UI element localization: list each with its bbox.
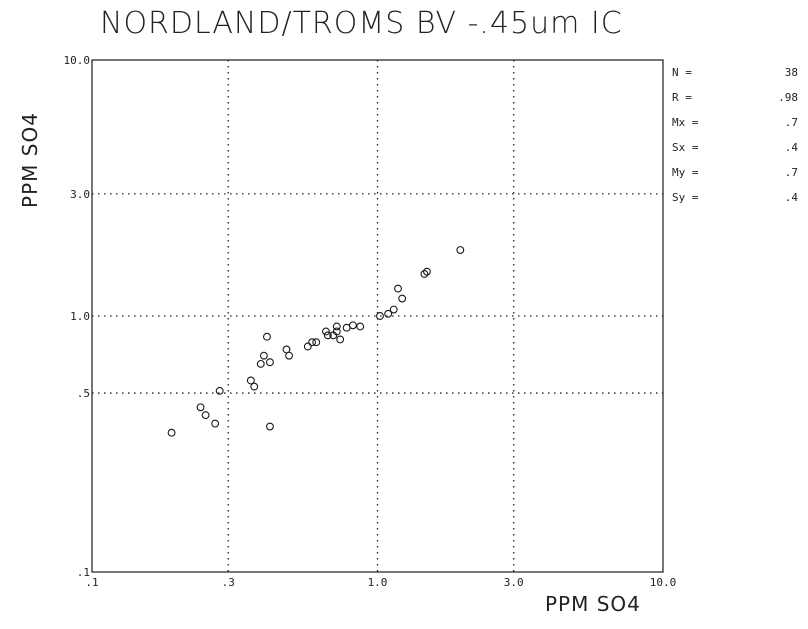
plot-frame <box>91 59 664 573</box>
x-tick-label: 10.0 <box>650 576 677 589</box>
x-tick-label: 1.0 <box>368 576 388 589</box>
stat-label: My = <box>672 166 699 179</box>
data-point <box>376 312 384 320</box>
x-axis-label: PPM SO4 <box>545 592 641 616</box>
y-tick-label: .5 <box>77 387 90 400</box>
data-point <box>285 351 294 360</box>
grid-lines <box>92 60 663 572</box>
data-point <box>201 411 210 420</box>
x-tick-label: .1 <box>85 576 98 589</box>
data-point <box>265 422 274 431</box>
stat-label: Mx = <box>672 116 699 129</box>
y-axis-ticks: .1 .5 1.0 3.0 10.0 <box>64 54 91 579</box>
stat-value: .7 <box>784 166 798 179</box>
data-point <box>336 335 345 344</box>
statistics-panel: N = 38 R = .98 Mx = .7 Sx = .4 My = .7 S… <box>672 66 798 216</box>
data-point <box>312 338 321 347</box>
data-point <box>384 309 393 318</box>
data-point <box>259 351 268 360</box>
y-tick-label: 3.0 <box>70 188 90 201</box>
data-point <box>398 294 407 303</box>
data-point <box>215 386 224 395</box>
stat-value: .4 <box>784 191 798 204</box>
data-point <box>332 327 341 336</box>
data-point <box>262 332 271 341</box>
stat-label: Sy = <box>672 191 699 204</box>
data-point <box>356 322 365 331</box>
data-point <box>211 419 220 428</box>
data-point <box>348 321 357 330</box>
x-axis-ticks: .1 .3 1.0 3.0 10.0 <box>85 576 676 589</box>
stat-label: N = <box>672 66 692 79</box>
data-point <box>456 246 465 254</box>
data-point <box>308 338 317 347</box>
stat-row-my: My = .7 <box>672 166 798 191</box>
data-point <box>420 269 429 278</box>
data-point <box>256 359 265 368</box>
data-point <box>303 342 312 351</box>
y-tick-label: 10.0 <box>64 54 91 67</box>
data-point <box>250 382 259 391</box>
data-point <box>196 403 205 412</box>
stat-value: .98 <box>778 91 798 104</box>
data-point <box>265 358 274 367</box>
stat-label: R = <box>672 91 692 104</box>
y-tick-label: .1 <box>77 566 90 579</box>
x-tick-label: .3 <box>222 576 235 589</box>
x-tick-label: 3.0 <box>504 576 524 589</box>
stat-row-mx: Mx = .7 <box>672 116 798 141</box>
data-point <box>332 322 341 331</box>
stat-value: 38 <box>784 66 798 79</box>
stat-row-sx: Sx = .4 <box>672 141 798 166</box>
data-point <box>389 305 398 314</box>
chart-title: NORDLAND/TROMS BV -.45um IC <box>100 6 623 41</box>
data-point <box>323 331 332 340</box>
data-point <box>422 267 431 276</box>
data-point <box>322 327 330 336</box>
stat-value: .4 <box>784 141 798 154</box>
data-point <box>394 284 402 293</box>
y-tick-label: 1.0 <box>70 310 90 323</box>
data-point <box>167 428 176 437</box>
stat-row-n: N = 38 <box>672 66 798 91</box>
stat-value: .7 <box>784 116 798 129</box>
stat-row-sy: Sy = .4 <box>672 191 798 216</box>
stat-row-r: R = .98 <box>672 91 798 116</box>
data-point <box>246 376 255 385</box>
data-points <box>167 246 465 437</box>
stat-label: Sx = <box>672 141 699 154</box>
